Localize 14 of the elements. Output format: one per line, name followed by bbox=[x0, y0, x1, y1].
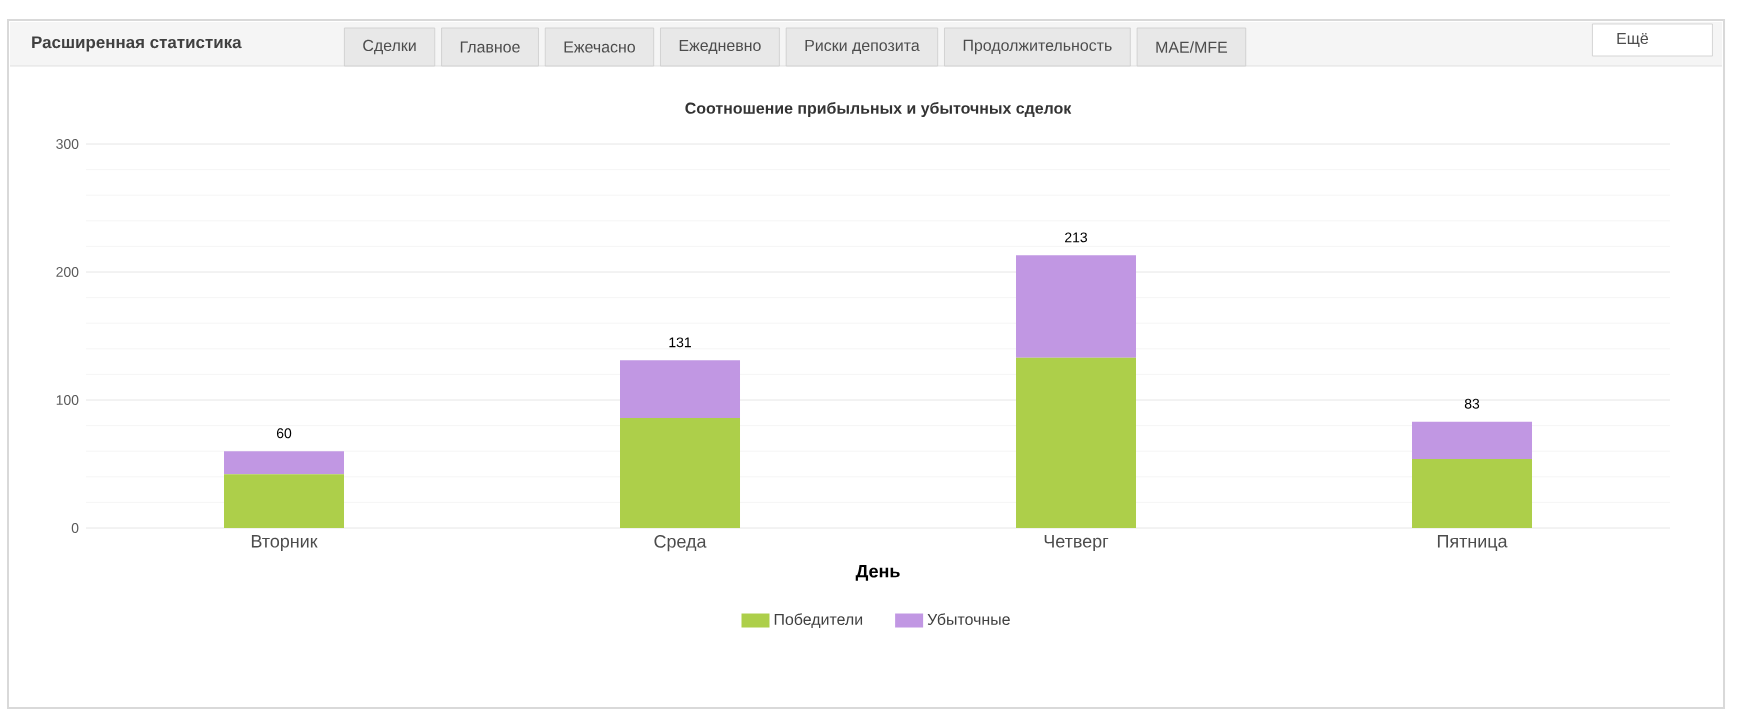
bar bbox=[224, 474, 344, 528]
bar bbox=[1016, 255, 1137, 358]
bar bbox=[1016, 357, 1137, 528]
x-tick-label: Вторник bbox=[251, 535, 318, 552]
bar bbox=[620, 360, 741, 418]
x-tick-label: Четверг bbox=[1044, 535, 1109, 552]
text: Расширенная статистика bbox=[32, 36, 242, 52]
bar bbox=[620, 417, 741, 528]
x-tick-label: Пятница bbox=[1437, 535, 1508, 551]
x-axis-title: День bbox=[855, 564, 900, 581]
x-tick-label: Среда bbox=[654, 535, 707, 552]
bar bbox=[224, 451, 344, 475]
bar bbox=[1412, 421, 1533, 459]
bar bbox=[1412, 458, 1533, 528]
